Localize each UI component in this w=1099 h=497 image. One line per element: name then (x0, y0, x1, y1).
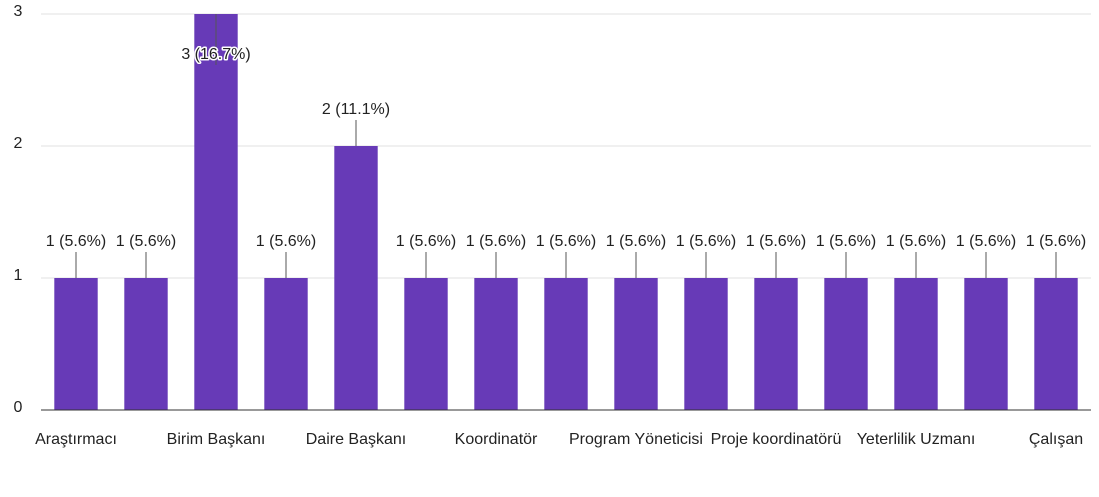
value-label: 1 (5.6%) (256, 233, 316, 250)
value-label: 1 (5.6%) (536, 233, 596, 250)
bar (614, 278, 658, 410)
value-label: 1 (5.6%) (466, 233, 526, 250)
value-label: 1 (5.6%) (886, 233, 946, 250)
value-label: 1 (5.6%) (46, 233, 106, 250)
value-label: 1 (5.6%) (396, 233, 456, 250)
y-tick-label: 0 (14, 399, 23, 416)
x-tick-label: Koordinatör (455, 431, 538, 448)
x-tick-label: Daire Başkanı (306, 431, 407, 448)
bar (474, 278, 518, 410)
y-tick-label: 2 (14, 135, 23, 152)
x-tick-label: Birim Başkanı (167, 431, 266, 448)
bar (754, 278, 798, 410)
value-label: 1 (5.6%) (676, 233, 736, 250)
value-label: 1 (5.6%) (1026, 233, 1086, 250)
bar (544, 278, 588, 410)
x-tick-label: Proje koordinatörü (711, 431, 842, 448)
x-tick-label: Araştırmacı (35, 431, 117, 448)
bar (404, 278, 448, 410)
value-label: 1 (5.6%) (816, 233, 876, 250)
x-tick-label: Program Yöneticisi (569, 431, 703, 448)
x-tick-label: Çalışan (1029, 431, 1083, 448)
y-tick-label: 3 (14, 3, 23, 20)
value-label: 1 (5.6%) (606, 233, 666, 250)
bar (334, 146, 378, 410)
y-tick-label: 1 (14, 267, 23, 284)
value-label: 2 (11.1%) (322, 101, 390, 118)
x-tick-label: Yeterlilik Uzmanı (857, 431, 976, 448)
value-label: 1 (5.6%) (746, 233, 806, 250)
bar (824, 278, 868, 410)
value-label: 1 (5.6%) (116, 233, 176, 250)
bar (1034, 278, 1078, 410)
bar (964, 278, 1008, 410)
bar (194, 14, 238, 410)
bar (684, 278, 728, 410)
bar (264, 278, 308, 410)
value-label: 1 (5.6%) (956, 233, 1016, 250)
bar (124, 278, 168, 410)
bar (54, 278, 98, 410)
bar (894, 278, 938, 410)
value-label: 3 (16.7%) (181, 46, 250, 63)
